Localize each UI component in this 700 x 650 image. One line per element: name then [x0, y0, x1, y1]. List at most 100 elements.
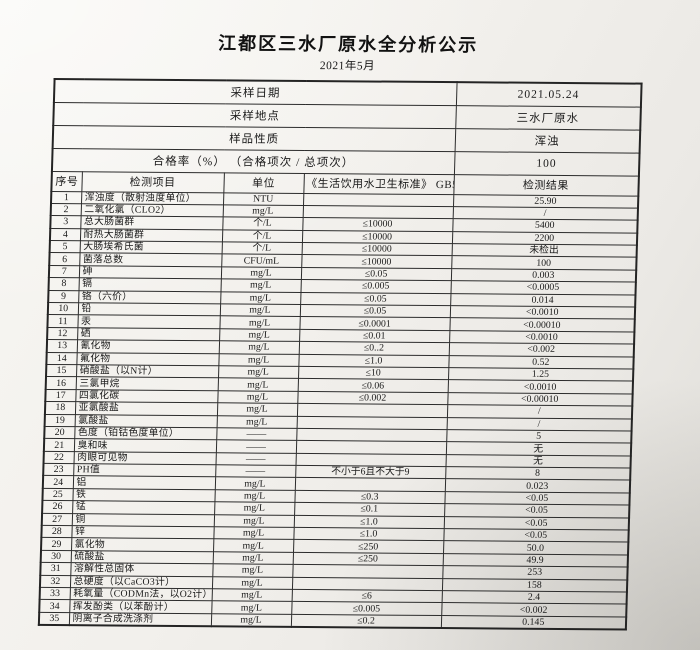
cell-item: 铁 [72, 488, 215, 503]
cell-unit: mg/L [216, 415, 297, 429]
cell-item: 亚氯酸盐 [74, 401, 218, 416]
cell-n: 5 [49, 240, 80, 254]
cell-std: ≤0..2 [298, 341, 450, 356]
col-header-standard: 《生活饮用水卫生标准》 GB5749 [303, 172, 454, 195]
info-value: 2021.05.24 [455, 82, 642, 107]
cell-unit: mg/L [210, 613, 292, 627]
cell-std [294, 477, 446, 492]
cell-n: 3 [50, 215, 81, 229]
cell-std [296, 415, 447, 430]
cell-n: 17 [45, 389, 76, 402]
cell-std: ≤0.05 [300, 267, 452, 281]
cell-unit: mg/L [211, 601, 292, 615]
page-subtitle: 2021年5月 [319, 60, 376, 73]
cell-std: ≤0.01 [299, 329, 450, 343]
cell-n: 33 [39, 587, 70, 601]
cell-unit: 个/L [222, 217, 303, 231]
info-value: 浑浊 [454, 128, 641, 153]
cell-std [292, 564, 443, 579]
cell-item: 镉 [78, 277, 221, 292]
cell-unit: mg/L [219, 303, 301, 317]
cell-unit: mg/L [212, 563, 293, 577]
cell-std: ≤10000 [302, 217, 453, 232]
cell-item: 铬（六价） [78, 290, 221, 304]
page-title: 江都区三水厂原水全分析公示 [217, 33, 479, 56]
cell-item: 硝酸盐（以N计） [76, 364, 219, 379]
data-rows: 1 浑浊度（散射浊度单位） NTU 25.90 2 二氧化氯（CLO2） mg/L/3 总大肠… [38, 190, 639, 630]
cell-n: 23 [43, 463, 74, 477]
cell-std: ≤10 [298, 366, 449, 380]
cell-item: 耐热大肠菌群 [79, 228, 223, 242]
cell-result: 0.145 [440, 615, 627, 630]
analysis-table: 采样日期 2021.05.24 采样地点 三水厂原水 样品性质 浑浊 合格率（%… [37, 77, 643, 631]
cell-std: ≤0.06 [297, 378, 448, 393]
cell-unit: mg/L [219, 316, 300, 330]
cell-unit: mg/L [217, 378, 299, 392]
cell-item: 氟化物 [76, 352, 219, 366]
cell-std: ≤10000 [301, 230, 453, 244]
cell-n: 29 [41, 537, 72, 551]
info-label: 样品性质 [52, 124, 456, 152]
cell-unit: —— [215, 464, 296, 478]
cell-n: 25 [42, 488, 73, 501]
cell-unit: mg/L [220, 266, 302, 280]
cell-std: ≤10000 [301, 242, 452, 257]
cell-n: 7 [48, 265, 80, 278]
cell-n: 28 [41, 525, 72, 539]
info-value: 三水厂原水 [455, 105, 641, 130]
document-sheet: 江都区三水厂原水全分析公示 2021年5月 采样日期 2021.05.24 采样… [37, 30, 643, 631]
cell-item: 铝 [72, 476, 216, 490]
cell-unit: mg/L [214, 489, 295, 503]
cell-item: 氯化物 [71, 538, 214, 552]
cell-std: ≤0.002 [297, 391, 448, 405]
cell-item: 臭和味 [73, 438, 217, 453]
cell-n: 1 [51, 190, 82, 204]
cell-n: 2 [50, 203, 82, 216]
cell-std [302, 192, 454, 207]
cell-std: ≤6 [291, 589, 442, 603]
cell-unit: mg/L [211, 576, 293, 590]
cell-unit: mg/L [220, 291, 301, 305]
col-header-unit: 单位 [223, 172, 304, 193]
cell-std: ≤1.0 [298, 354, 449, 368]
cell-unit: mg/L [212, 551, 294, 565]
cell-unit: 个/L [221, 241, 302, 255]
cell-item: 溶解性总固体 [70, 562, 213, 577]
cell-n: 6 [49, 252, 80, 266]
cell-std: ≤0.3 [294, 490, 445, 504]
cell-std: ≤0.05 [299, 304, 451, 319]
cell-n: 34 [39, 599, 70, 613]
cell-item: 菌落总数 [79, 253, 222, 267]
cell-item: 四氯化碳 [75, 389, 218, 403]
cell-n: 30 [40, 550, 72, 563]
cell-unit: mg/L [222, 204, 303, 218]
cell-n: 32 [39, 575, 71, 588]
cell-std [296, 403, 448, 418]
cell-std: 不小于6且不大于9 [295, 465, 446, 480]
cell-unit: mg/L [211, 588, 292, 602]
cell-n: 35 [38, 612, 70, 625]
cell-std: ≤0.005 [291, 601, 442, 616]
cell-item: 氯酸盐 [74, 414, 217, 428]
cell-unit: mg/L [213, 514, 295, 528]
cell-item: 浑浊度（散射浊度单位） [81, 191, 224, 205]
cell-item: 耗氧量（CODMn法，以O2计） [69, 587, 212, 602]
info-section: 采样日期 2021.05.24 采样地点 三水厂原水 样品性质 浑浊 合格率（%… [51, 78, 642, 196]
col-header-result: 检测结果 [453, 174, 639, 196]
cell-std [302, 205, 453, 219]
cell-item: 氰化物 [76, 339, 220, 354]
cell-n: 26 [42, 500, 73, 514]
cell-unit: mg/L [218, 340, 300, 355]
cell-std: ≤0.0001 [299, 316, 450, 331]
cell-n: 19 [44, 413, 75, 427]
cell-unit: —— [215, 440, 297, 454]
cell-n: 24 [42, 475, 74, 489]
info-value: 100 [453, 151, 640, 176]
cell-std: ≤0.1 [294, 502, 445, 517]
cell-item: 锰 [72, 500, 215, 515]
cell-unit: —— [215, 452, 296, 466]
cell-std: ≤1.0 [293, 515, 445, 529]
cell-std: ≤0.005 [300, 279, 451, 294]
cell-std [295, 453, 446, 467]
